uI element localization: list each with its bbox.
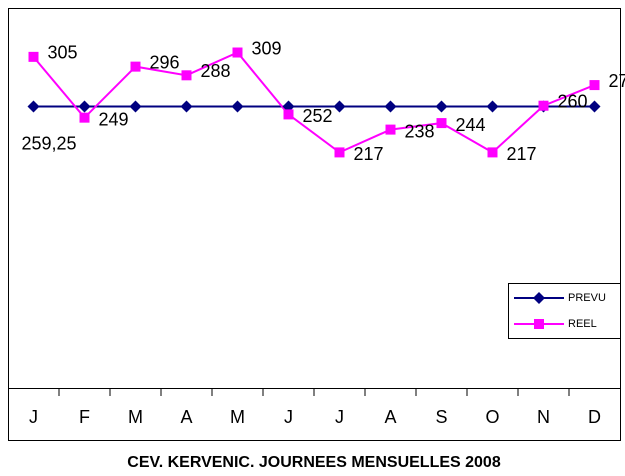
- point: [538, 100, 549, 111]
- data-label: 296: [150, 52, 180, 72]
- data-label: 244: [456, 115, 486, 135]
- point: [180, 100, 193, 113]
- x-tick-label: M: [230, 407, 245, 427]
- x-tick-label: A: [384, 407, 396, 427]
- data-label: 238: [405, 121, 435, 141]
- point: [283, 109, 294, 120]
- x-tick-label: M: [128, 407, 143, 427]
- point: [435, 100, 448, 113]
- legend-box: [508, 283, 621, 339]
- x-tick-label: A: [180, 407, 192, 427]
- x-tick-label: J: [29, 407, 38, 427]
- point: [79, 112, 90, 123]
- data-label: 217: [507, 144, 537, 164]
- point: [232, 47, 243, 58]
- point: [588, 100, 601, 113]
- point: [28, 51, 39, 62]
- data-label: 252: [303, 106, 333, 126]
- x-tick-label: N: [537, 407, 550, 427]
- legend-marker: [534, 319, 544, 329]
- point: [333, 100, 346, 113]
- x-tick-label: O: [485, 407, 499, 427]
- point: [385, 124, 396, 135]
- point: [231, 100, 244, 113]
- point: [589, 80, 600, 91]
- data-label: 288: [201, 61, 231, 81]
- data-label: 260: [558, 91, 588, 111]
- data-label: 279: [609, 71, 625, 91]
- legend-label: PREVU: [568, 292, 606, 304]
- data-label: 259,25: [22, 133, 77, 153]
- point: [436, 118, 447, 129]
- legend-label: REEL: [568, 318, 597, 330]
- data-label: 309: [252, 38, 282, 58]
- data-label: 217: [354, 144, 384, 164]
- x-tick-label: S: [435, 407, 447, 427]
- point: [129, 100, 142, 113]
- point: [487, 147, 498, 158]
- x-tick-label: D: [588, 407, 601, 427]
- data-label: 305: [48, 43, 78, 63]
- x-tick-label: J: [335, 407, 344, 427]
- legend-marker: [533, 292, 545, 304]
- point: [384, 100, 397, 113]
- series-line: [32, 51, 595, 154]
- chart-frame: [8, 8, 621, 441]
- point: [334, 147, 345, 158]
- point: [27, 100, 40, 113]
- point: [486, 100, 499, 113]
- x-tick-label: F: [79, 407, 90, 427]
- chart-title: CEV. KERVENIC. JOURNEES MENSUELLES 2008: [127, 454, 501, 471]
- point: [130, 61, 141, 72]
- point: [78, 100, 91, 113]
- x-tick-label: J: [284, 407, 293, 427]
- point: [181, 70, 192, 81]
- data-label: 249: [99, 109, 129, 129]
